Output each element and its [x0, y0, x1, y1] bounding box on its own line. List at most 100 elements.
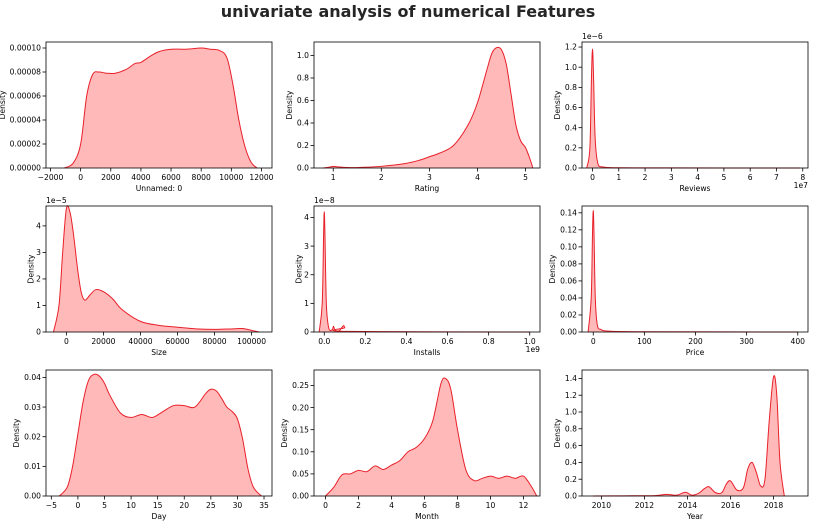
x-tick-label: 15 [153, 501, 163, 510]
subplot-year: 2010 2012 2014 2016 2018 0.0 0.2 0.4 0.6 0.8 1.0 1.… [553, 369, 809, 521]
y-tick-label: 1.2 [565, 391, 577, 400]
x-tick-label: 0.8 [483, 337, 495, 346]
x-tick-label: 0 [75, 501, 80, 510]
x-tick-label: 1 [616, 173, 621, 182]
y-tick-label: 0.2 [565, 475, 577, 484]
x-tick-label: 0 [591, 337, 596, 346]
y-offset-label: 1e−8 [314, 196, 335, 205]
x-tick-label: 1.0 [524, 337, 536, 346]
x-tick-label: 4 [695, 173, 700, 182]
figure-title: univariate analysis of numerical Feature… [220, 2, 596, 21]
y-axis-label: Density [294, 254, 303, 283]
y-tick-label: 0.2 [565, 144, 577, 153]
x-tick-label: 6 [422, 501, 427, 510]
y-tick-label: 0.06 [560, 277, 577, 286]
x-tick-label: 40000 [128, 337, 152, 346]
y-tick-label: 0.00008 [10, 68, 42, 77]
x-tick-label: 0 [64, 337, 69, 346]
y-tick-label: 0.00010 [10, 44, 42, 53]
x-offset-label: 1e7 [794, 181, 809, 190]
x-tick-label: 100000 [237, 337, 266, 346]
density-area [588, 210, 798, 332]
axes-frame [313, 205, 541, 333]
density-line [586, 48, 801, 169]
y-tick-label: 1 [36, 301, 41, 310]
y-tick-label: 0.10 [560, 243, 577, 252]
y-tick-label: 0.8 [297, 74, 309, 83]
y-tick-label: 0.00 [560, 328, 577, 337]
x-tick-label: 2010 [592, 501, 611, 510]
y-tick-label: 1 [304, 299, 309, 308]
y-axis-label: Density [12, 418, 21, 447]
x-tick-label: 2016 [721, 501, 740, 510]
y-tick-label: 2 [36, 275, 41, 284]
x-tick-label: 100 [637, 337, 652, 346]
y-tick-label: 0.08 [560, 260, 577, 269]
y-axis-label: Density [26, 254, 35, 283]
density-line [587, 209, 798, 333]
y-axis-label: Density [553, 418, 562, 447]
x-tick-label: −2000 [38, 173, 64, 182]
y-tick-label: 4 [304, 213, 309, 222]
y-tick-label: 1.2 [565, 43, 577, 52]
x-tick-label: 4 [389, 501, 394, 510]
x-tick-label: 12 [519, 501, 529, 510]
y-tick-label: 0.03 [24, 403, 41, 412]
y-tick-label: 0.8 [565, 425, 577, 434]
axes-frame [45, 369, 273, 497]
x-axis-label: Installs [414, 348, 441, 357]
y-tick-label: 4 [36, 222, 41, 231]
x-tick-label: 0.6 [442, 337, 454, 346]
y-tick-label: 3 [304, 242, 309, 251]
density-area [323, 47, 533, 168]
y-axis-label: Density [285, 90, 294, 119]
y-tick-label: 0.25 [292, 381, 309, 390]
x-tick-label: 300 [739, 337, 754, 346]
subplot-size: 0 20000 40000 60000 80000 100000 0 1 2 3 4 Size Dens… [26, 196, 273, 357]
axes-frame [313, 41, 541, 169]
density-line [52, 205, 260, 333]
x-axis-label: Price [686, 348, 705, 357]
y-tick-label: 0.6 [297, 96, 309, 105]
density-line [325, 377, 538, 497]
x-tick-label: 5 [102, 501, 107, 510]
y-tick-label: 0.4 [565, 123, 577, 132]
y-offset-label: 1e−5 [46, 196, 67, 205]
y-tick-label: 0.00 [24, 492, 41, 501]
x-tick-label: 20 [179, 501, 189, 510]
x-tick-label: 0.2 [359, 337, 371, 346]
axes-frame [581, 205, 809, 333]
subplot-month: 0 2 4 6 8 10 12 0.00 0.05 0.10 0.15 0.20 0.25 Month De… [280, 369, 541, 521]
density-area [59, 374, 262, 496]
density-line [63, 47, 258, 169]
x-offset-label: 1e9 [526, 345, 541, 354]
x-tick-label: 6 [748, 173, 753, 182]
y-tick-label: 0.02 [24, 432, 41, 441]
x-tick-label: 4000 [131, 173, 150, 182]
y-tick-label: 0.6 [565, 441, 577, 450]
density-line [592, 375, 785, 497]
x-tick-label: 20000 [91, 337, 115, 346]
y-tick-label: 0.4 [565, 458, 577, 467]
x-tick-label: 3 [427, 173, 432, 182]
x-axis-label: Unnamed: 0 [136, 184, 183, 193]
x-tick-label: 12000 [249, 173, 273, 182]
density-line [58, 373, 262, 497]
y-tick-label: 3 [36, 248, 41, 257]
y-tick-label: 0.01 [24, 462, 41, 471]
density-area [586, 49, 801, 168]
axes-frame [45, 205, 273, 333]
density-area [64, 48, 257, 168]
x-tick-label: 2000 [101, 173, 120, 182]
y-tick-label: 0.04 [560, 294, 577, 303]
x-tick-label: 400 [791, 337, 806, 346]
y-tick-label: 0.00006 [10, 92, 42, 101]
subplot-day: −5 0 5 10 15 20 25 30 35 0.00 0.01 0.02 0.03 0.04 Day D… [12, 369, 273, 521]
x-tick-label: 2 [356, 501, 361, 510]
y-tick-label: 0.05 [292, 470, 309, 479]
x-tick-label: 8 [455, 501, 460, 510]
subplot-rating: 1 2 3 4 5 0.0 0.2 0.4 0.6 0.8 1.0 Rating Density [285, 41, 541, 193]
y-tick-label: 0.00000 [10, 164, 42, 173]
y-offset-label: 1e−6 [582, 32, 603, 41]
axes-frame [45, 41, 273, 169]
